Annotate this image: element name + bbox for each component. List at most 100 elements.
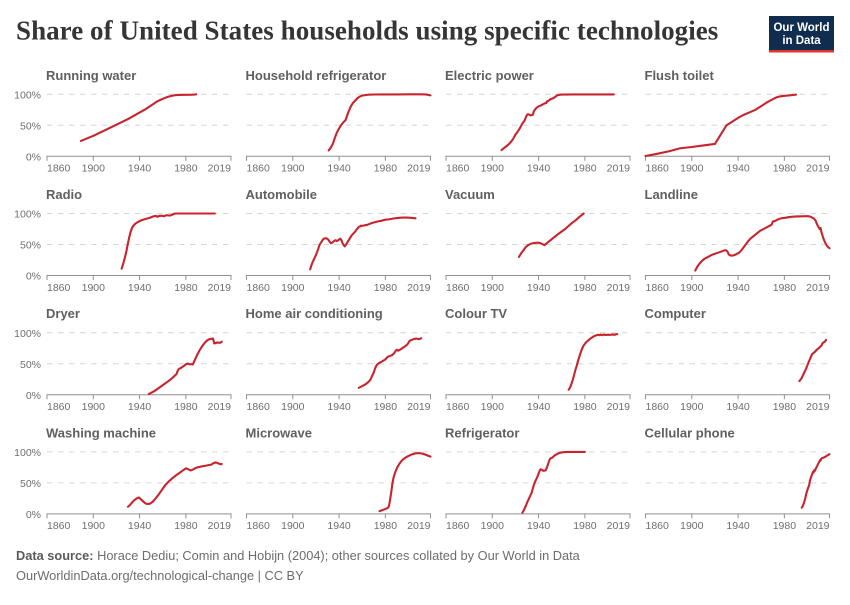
- svg-text:1940: 1940: [327, 163, 351, 175]
- svg-text:1900: 1900: [281, 163, 305, 175]
- svg-text:1940: 1940: [726, 282, 750, 294]
- svg-text:Data source: Horace Dediu; Com: Data source: Horace Dediu; Comin and Hob…: [16, 548, 581, 563]
- svg-text:Radio: Radio: [46, 187, 82, 202]
- svg-text:50%: 50%: [20, 240, 41, 252]
- svg-text:1940: 1940: [128, 163, 152, 175]
- svg-text:2019: 2019: [607, 282, 631, 294]
- svg-text:2019: 2019: [407, 401, 431, 413]
- svg-text:1940: 1940: [128, 282, 152, 294]
- svg-text:1940: 1940: [128, 520, 152, 532]
- svg-text:2019: 2019: [208, 401, 232, 413]
- svg-text:1900: 1900: [82, 282, 106, 294]
- svg-text:Our World: Our World: [773, 22, 829, 34]
- svg-text:1980: 1980: [773, 401, 797, 413]
- svg-text:2019: 2019: [806, 401, 830, 413]
- svg-text:1940: 1940: [128, 401, 152, 413]
- svg-text:1940: 1940: [327, 401, 351, 413]
- svg-text:Refrigerator: Refrigerator: [445, 425, 519, 440]
- svg-text:2019: 2019: [407, 282, 431, 294]
- svg-text:2019: 2019: [407, 163, 431, 175]
- svg-text:Landline: Landline: [645, 187, 698, 202]
- svg-text:2019: 2019: [208, 282, 232, 294]
- svg-text:1860: 1860: [47, 282, 71, 294]
- svg-text:1860: 1860: [247, 163, 271, 175]
- svg-text:1900: 1900: [680, 520, 704, 532]
- svg-text:Automobile: Automobile: [246, 187, 318, 202]
- svg-text:Household refrigerator: Household refrigerator: [246, 68, 387, 83]
- svg-text:2019: 2019: [806, 520, 830, 532]
- svg-text:100%: 100%: [14, 447, 41, 459]
- svg-text:1860: 1860: [247, 282, 271, 294]
- svg-text:Colour TV: Colour TV: [445, 306, 507, 321]
- svg-text:1980: 1980: [773, 520, 797, 532]
- svg-text:1860: 1860: [646, 401, 670, 413]
- svg-text:Dryer: Dryer: [46, 306, 80, 321]
- svg-text:1860: 1860: [247, 520, 271, 532]
- svg-text:1980: 1980: [174, 282, 198, 294]
- svg-text:1860: 1860: [646, 282, 670, 294]
- svg-text:0%: 0%: [26, 271, 41, 283]
- svg-text:Flush toilet: Flush toilet: [645, 68, 715, 83]
- svg-text:1980: 1980: [374, 163, 398, 175]
- svg-text:2019: 2019: [806, 163, 830, 175]
- svg-text:100%: 100%: [14, 328, 41, 340]
- svg-text:1940: 1940: [527, 163, 551, 175]
- svg-text:2019: 2019: [806, 282, 830, 294]
- svg-text:OurWorldinData.org/technologic: OurWorldinData.org/technological-change …: [16, 568, 304, 583]
- svg-text:1980: 1980: [174, 163, 198, 175]
- svg-text:1980: 1980: [174, 401, 198, 413]
- svg-text:1900: 1900: [481, 163, 505, 175]
- svg-text:2019: 2019: [607, 401, 631, 413]
- svg-text:0%: 0%: [26, 390, 41, 402]
- svg-text:1900: 1900: [281, 282, 305, 294]
- svg-text:Washing machine: Washing machine: [46, 425, 156, 440]
- svg-text:1980: 1980: [374, 520, 398, 532]
- svg-text:1900: 1900: [481, 520, 505, 532]
- svg-text:1900: 1900: [281, 520, 305, 532]
- svg-text:50%: 50%: [20, 478, 41, 490]
- svg-text:1860: 1860: [646, 520, 670, 532]
- svg-text:Running water: Running water: [46, 68, 136, 83]
- svg-text:1980: 1980: [374, 282, 398, 294]
- svg-text:2019: 2019: [208, 520, 232, 532]
- svg-text:Vacuum: Vacuum: [445, 187, 495, 202]
- svg-text:1900: 1900: [680, 163, 704, 175]
- svg-text:1900: 1900: [82, 401, 106, 413]
- svg-text:1980: 1980: [773, 163, 797, 175]
- svg-text:1900: 1900: [281, 401, 305, 413]
- svg-text:2019: 2019: [407, 520, 431, 532]
- svg-text:1940: 1940: [327, 282, 351, 294]
- svg-text:1980: 1980: [374, 401, 398, 413]
- svg-text:Cellular phone: Cellular phone: [645, 425, 735, 440]
- svg-text:50%: 50%: [20, 121, 41, 133]
- svg-text:1940: 1940: [327, 520, 351, 532]
- svg-text:2019: 2019: [607, 163, 631, 175]
- svg-text:Computer: Computer: [645, 306, 706, 321]
- svg-text:Microwave: Microwave: [246, 425, 312, 440]
- svg-text:50%: 50%: [20, 359, 41, 371]
- svg-text:1980: 1980: [773, 282, 797, 294]
- svg-text:1860: 1860: [646, 163, 670, 175]
- svg-text:1860: 1860: [47, 401, 71, 413]
- svg-text:1940: 1940: [726, 520, 750, 532]
- svg-text:2019: 2019: [208, 163, 232, 175]
- svg-text:1900: 1900: [82, 520, 106, 532]
- svg-text:1980: 1980: [174, 520, 198, 532]
- svg-text:1940: 1940: [527, 401, 551, 413]
- svg-text:1900: 1900: [680, 282, 704, 294]
- svg-text:1940: 1940: [527, 520, 551, 532]
- svg-text:100%: 100%: [14, 90, 41, 102]
- svg-text:Home air conditioning: Home air conditioning: [246, 306, 383, 321]
- svg-text:1860: 1860: [47, 520, 71, 532]
- svg-text:1940: 1940: [726, 401, 750, 413]
- svg-text:Share of United States househo: Share of United States households using …: [16, 16, 718, 46]
- svg-text:1940: 1940: [726, 163, 750, 175]
- svg-text:2019: 2019: [607, 520, 631, 532]
- svg-text:1900: 1900: [680, 401, 704, 413]
- svg-text:1860: 1860: [446, 163, 470, 175]
- svg-text:1980: 1980: [573, 401, 597, 413]
- svg-text:1980: 1980: [573, 163, 597, 175]
- svg-text:0%: 0%: [26, 152, 41, 164]
- svg-text:100%: 100%: [14, 209, 41, 221]
- svg-text:1980: 1980: [573, 520, 597, 532]
